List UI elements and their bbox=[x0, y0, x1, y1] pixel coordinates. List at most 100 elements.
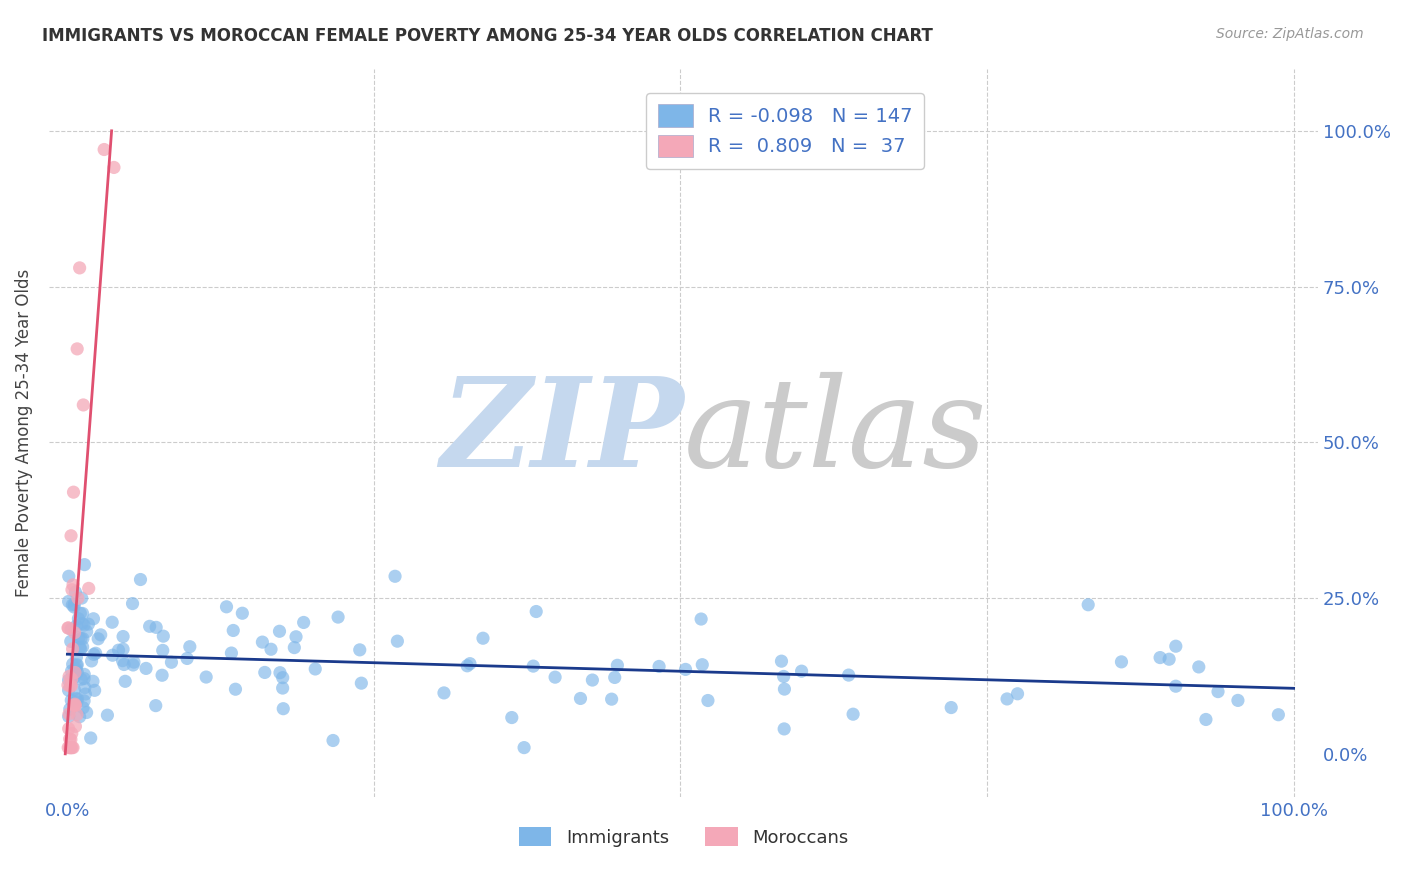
Point bbox=[145, 620, 167, 634]
Point bbox=[66, 591, 89, 606]
Point bbox=[129, 573, 152, 587]
Point bbox=[501, 710, 523, 724]
Point bbox=[93, 143, 115, 157]
Point bbox=[60, 529, 83, 543]
Point bbox=[65, 664, 87, 678]
Point bbox=[690, 612, 713, 626]
Point bbox=[995, 692, 1018, 706]
Point bbox=[80, 731, 103, 745]
Point bbox=[773, 682, 796, 697]
Point bbox=[260, 642, 283, 657]
Point bbox=[69, 709, 91, 723]
Point bbox=[135, 661, 157, 675]
Point bbox=[304, 662, 326, 676]
Point bbox=[66, 665, 89, 680]
Point bbox=[76, 624, 98, 639]
Point bbox=[69, 642, 91, 657]
Point bbox=[221, 646, 243, 660]
Point bbox=[62, 578, 84, 592]
Point bbox=[70, 672, 93, 686]
Point bbox=[111, 654, 134, 668]
Point bbox=[770, 654, 793, 668]
Point bbox=[269, 624, 291, 639]
Point bbox=[73, 558, 96, 572]
Point bbox=[160, 655, 183, 669]
Point bbox=[283, 640, 305, 655]
Point bbox=[114, 674, 136, 689]
Point bbox=[271, 681, 294, 695]
Point bbox=[524, 605, 547, 619]
Point bbox=[606, 658, 628, 673]
Point bbox=[59, 732, 82, 747]
Point bbox=[121, 597, 143, 611]
Point bbox=[145, 698, 167, 713]
Point bbox=[65, 698, 87, 713]
Point bbox=[231, 606, 253, 620]
Point bbox=[67, 612, 90, 626]
Point bbox=[69, 640, 91, 655]
Point bbox=[69, 607, 91, 621]
Point bbox=[90, 628, 112, 642]
Point bbox=[58, 621, 80, 635]
Point bbox=[77, 617, 100, 632]
Point bbox=[66, 707, 89, 722]
Point bbox=[62, 641, 84, 656]
Point bbox=[63, 697, 86, 711]
Point bbox=[60, 726, 83, 740]
Point bbox=[75, 687, 97, 701]
Point bbox=[72, 398, 94, 412]
Point bbox=[838, 668, 860, 682]
Point bbox=[65, 585, 87, 599]
Point bbox=[62, 485, 84, 500]
Point bbox=[269, 665, 291, 680]
Point bbox=[62, 740, 84, 755]
Point bbox=[107, 643, 129, 657]
Point bbox=[63, 600, 86, 615]
Point bbox=[96, 708, 118, 723]
Point bbox=[83, 683, 105, 698]
Point bbox=[1007, 687, 1029, 701]
Point bbox=[65, 619, 87, 633]
Point bbox=[72, 632, 94, 646]
Point bbox=[73, 672, 96, 686]
Point bbox=[112, 657, 135, 672]
Point bbox=[773, 722, 796, 736]
Point bbox=[65, 719, 87, 733]
Point bbox=[82, 674, 104, 689]
Point bbox=[522, 659, 544, 673]
Point bbox=[63, 598, 86, 612]
Point bbox=[384, 569, 406, 583]
Point bbox=[101, 615, 124, 630]
Point bbox=[322, 733, 344, 747]
Point bbox=[790, 664, 813, 678]
Point bbox=[60, 622, 83, 636]
Point bbox=[195, 670, 218, 684]
Point bbox=[58, 722, 80, 736]
Point bbox=[215, 599, 238, 614]
Point bbox=[350, 676, 373, 690]
Point bbox=[179, 640, 201, 654]
Point bbox=[271, 671, 294, 685]
Point bbox=[285, 630, 308, 644]
Point bbox=[58, 709, 80, 723]
Point bbox=[458, 657, 481, 671]
Point bbox=[59, 740, 82, 755]
Point bbox=[72, 700, 94, 714]
Point bbox=[87, 632, 110, 646]
Point bbox=[59, 634, 82, 648]
Point bbox=[58, 673, 80, 688]
Point bbox=[122, 657, 145, 672]
Point bbox=[60, 582, 83, 597]
Point bbox=[697, 693, 720, 707]
Point bbox=[65, 661, 87, 675]
Point bbox=[63, 625, 86, 640]
Point bbox=[138, 619, 160, 633]
Point bbox=[152, 643, 174, 657]
Point bbox=[675, 662, 697, 676]
Point bbox=[67, 631, 90, 645]
Point bbox=[60, 679, 83, 693]
Point bbox=[63, 698, 86, 713]
Point bbox=[60, 664, 83, 678]
Text: IMMIGRANTS VS MOROCCAN FEMALE POVERTY AMONG 25-34 YEAR OLDS CORRELATION CHART: IMMIGRANTS VS MOROCCAN FEMALE POVERTY AM… bbox=[42, 27, 934, 45]
Point bbox=[69, 260, 91, 275]
